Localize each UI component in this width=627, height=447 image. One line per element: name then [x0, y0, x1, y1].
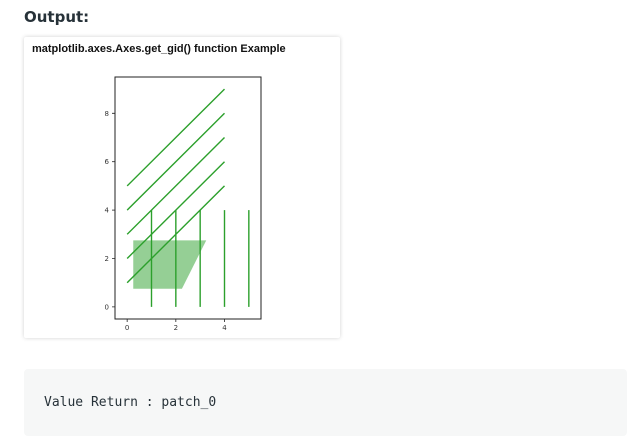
axis-ticks: 0 2 4 0 2 4 6 8 — [105, 110, 228, 332]
y-tick-label: 0 — [105, 303, 109, 311]
code-output-text: Value Return : patch_0 — [44, 395, 217, 410]
x-tick-label: 2 — [174, 324, 178, 332]
x-tick-label: 4 — [222, 324, 227, 332]
figure-title: matplotlib.axes.Axes.get_gid() function … — [32, 43, 286, 55]
y-tick-label: 4 — [105, 207, 110, 215]
diagonal-line-3 — [126, 137, 225, 235]
y-tick-label: 2 — [105, 255, 109, 263]
axes-frame — [114, 76, 262, 320]
diagonal-line-5 — [126, 88, 225, 187]
chart: 0 2 4 0 2 4 6 8 — [105, 76, 262, 332]
chart-marks — [126, 88, 250, 307]
x-tick-label: 0 — [125, 324, 129, 332]
patch-polygon — [133, 240, 207, 289]
output-heading: Output: — [24, 8, 90, 26]
figure-card: 0 2 4 0 2 4 6 8 matplotlib.axes.Axes.get_gid() … — [24, 37, 340, 338]
y-tick-label: 8 — [105, 110, 109, 118]
code-output-block: Value Return : patch_0 — [24, 369, 627, 436]
y-tick-label: 6 — [105, 158, 110, 166]
diagonal-line-4 — [126, 112, 225, 211]
